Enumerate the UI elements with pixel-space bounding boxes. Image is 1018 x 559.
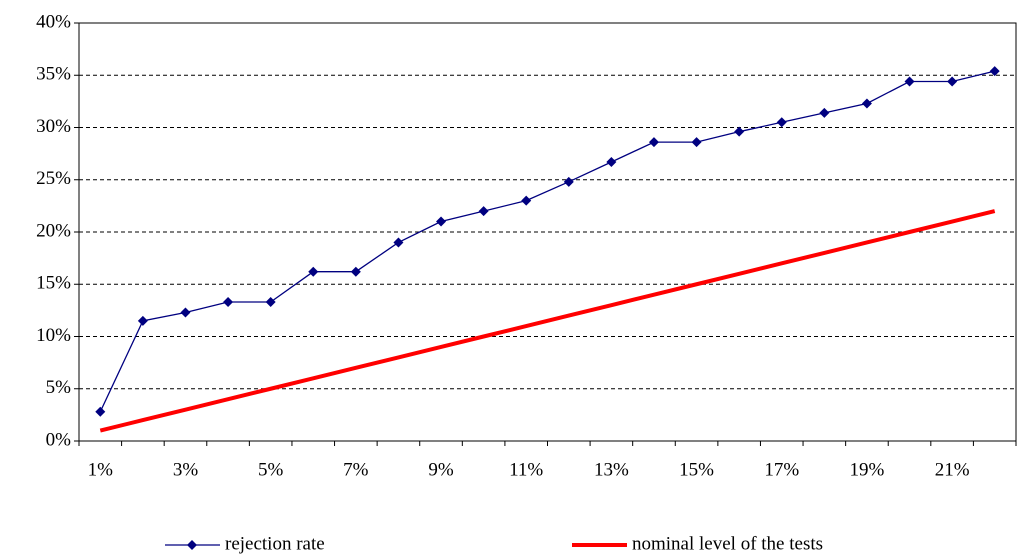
y-tick-label: 30%: [36, 116, 71, 137]
data-point: [989, 66, 1000, 77]
y-tick-label: 15%: [36, 273, 71, 294]
data-point: [861, 98, 872, 109]
x-tick-label: 11%: [509, 459, 543, 480]
y-tick-label: 35%: [36, 64, 71, 85]
x-tick-label: 9%: [428, 459, 454, 480]
x-tick-label: 13%: [594, 459, 629, 480]
data-point: [904, 76, 915, 87]
y-tick-label: 10%: [36, 325, 71, 346]
data-point: [223, 297, 234, 308]
data-point: [137, 315, 148, 326]
x-tick-label: 19%: [850, 459, 885, 480]
x-tick-label: 3%: [173, 459, 199, 480]
data-point: [606, 156, 617, 167]
data-point: [436, 216, 447, 227]
data-point: [691, 137, 702, 148]
x-tick-label: 17%: [764, 459, 799, 480]
data-point: [350, 266, 361, 277]
y-tick-label: 40%: [36, 11, 71, 32]
data-point: [947, 76, 958, 87]
data-point: [95, 406, 106, 417]
data-point: [776, 117, 787, 128]
y-tick-label: 25%: [36, 168, 71, 189]
data-point: [393, 237, 404, 248]
legend-label: rejection rate: [225, 533, 325, 554]
series-line: [99, 209, 996, 433]
x-tick-label: 7%: [343, 459, 369, 480]
data-point: [521, 195, 532, 206]
data-point: [819, 107, 830, 118]
x-tick-label: 15%: [679, 459, 714, 480]
x-tick-label: 5%: [258, 459, 284, 480]
data-point: [180, 307, 191, 318]
legend-marker: [187, 540, 197, 550]
legend-label: nominal level of the tests: [632, 533, 823, 554]
x-tick-label: 1%: [88, 459, 114, 480]
data-point: [478, 206, 489, 217]
data-point: [648, 137, 659, 148]
series-line: [99, 70, 995, 413]
x-tick-label: 21%: [935, 459, 970, 480]
data-point: [308, 266, 319, 277]
data-point: [563, 176, 574, 187]
data-point: [265, 297, 276, 308]
data-point: [734, 126, 745, 137]
y-tick-label: 0%: [46, 429, 72, 450]
y-tick-label: 20%: [36, 220, 71, 241]
y-tick-label: 5%: [46, 377, 72, 398]
